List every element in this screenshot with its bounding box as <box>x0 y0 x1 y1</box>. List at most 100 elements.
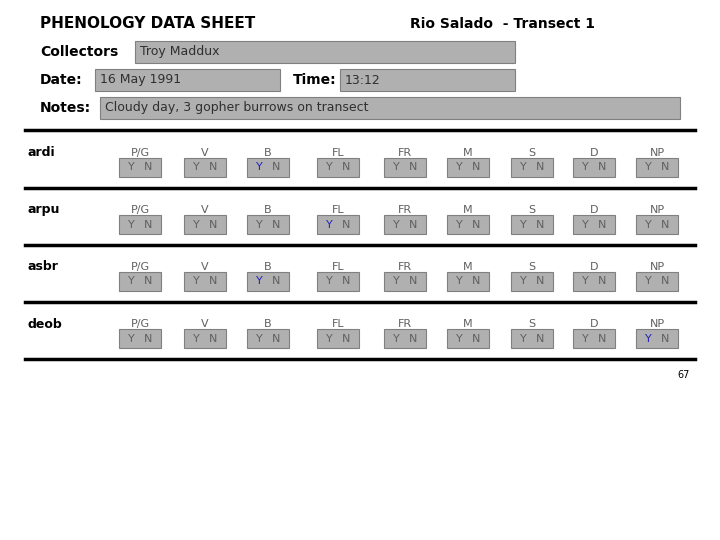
FancyBboxPatch shape <box>447 215 489 234</box>
FancyBboxPatch shape <box>135 41 515 63</box>
Text: M: M <box>463 319 473 329</box>
Text: M: M <box>463 205 473 215</box>
Text: Y: Y <box>326 163 333 172</box>
Text: N: N <box>342 276 351 287</box>
Text: N: N <box>598 163 606 172</box>
Text: Y: Y <box>582 334 589 343</box>
FancyBboxPatch shape <box>384 215 426 234</box>
Text: N: N <box>598 276 606 287</box>
Text: Y: Y <box>521 334 527 343</box>
FancyBboxPatch shape <box>511 272 553 291</box>
FancyBboxPatch shape <box>119 272 161 291</box>
Text: Y: Y <box>326 219 333 230</box>
FancyBboxPatch shape <box>384 272 426 291</box>
Text: Y: Y <box>193 219 200 230</box>
Text: ardi: ardi <box>28 146 55 159</box>
FancyBboxPatch shape <box>317 329 359 348</box>
Text: Rio Salado  - Transect 1: Rio Salado - Transect 1 <box>410 17 595 31</box>
Text: N: N <box>409 276 418 287</box>
Text: Y: Y <box>521 219 527 230</box>
Text: N: N <box>661 276 670 287</box>
Text: N: N <box>661 163 670 172</box>
FancyBboxPatch shape <box>247 272 289 291</box>
Text: Y: Y <box>326 276 333 287</box>
Text: Y: Y <box>393 334 400 343</box>
Text: N: N <box>536 276 544 287</box>
FancyBboxPatch shape <box>636 329 678 348</box>
Text: N: N <box>409 334 418 343</box>
Text: N: N <box>472 163 480 172</box>
Text: Y: Y <box>521 276 527 287</box>
FancyBboxPatch shape <box>184 215 226 234</box>
Text: Y: Y <box>456 276 463 287</box>
Text: NP: NP <box>649 205 665 215</box>
FancyBboxPatch shape <box>100 97 680 119</box>
FancyBboxPatch shape <box>636 215 678 234</box>
Text: Y: Y <box>456 219 463 230</box>
Text: Y: Y <box>645 219 652 230</box>
FancyBboxPatch shape <box>447 158 489 177</box>
Text: arpu: arpu <box>28 204 60 217</box>
Text: N: N <box>272 163 281 172</box>
Text: N: N <box>342 334 351 343</box>
Text: 67: 67 <box>678 370 690 380</box>
Text: Time:: Time: <box>293 73 337 87</box>
Text: NP: NP <box>649 262 665 272</box>
Text: N: N <box>210 334 217 343</box>
Text: N: N <box>144 276 153 287</box>
Text: N: N <box>472 219 480 230</box>
Text: NP: NP <box>649 319 665 329</box>
Text: NP: NP <box>649 148 665 158</box>
Text: D: D <box>590 262 598 272</box>
FancyBboxPatch shape <box>573 158 615 177</box>
Text: FR: FR <box>398 205 412 215</box>
Text: S: S <box>528 319 536 329</box>
Text: N: N <box>272 276 281 287</box>
Text: Y: Y <box>393 276 400 287</box>
FancyBboxPatch shape <box>573 272 615 291</box>
Text: V: V <box>201 205 209 215</box>
Text: Y: Y <box>193 334 200 343</box>
Text: FL: FL <box>332 205 344 215</box>
Text: N: N <box>342 163 351 172</box>
Text: V: V <box>201 319 209 329</box>
FancyBboxPatch shape <box>119 215 161 234</box>
FancyBboxPatch shape <box>317 272 359 291</box>
Text: Notes:: Notes: <box>40 101 91 115</box>
Text: Y: Y <box>645 334 652 343</box>
FancyBboxPatch shape <box>384 329 426 348</box>
FancyBboxPatch shape <box>247 215 289 234</box>
Text: N: N <box>536 334 544 343</box>
Text: V: V <box>201 262 209 272</box>
Text: FL: FL <box>332 262 344 272</box>
Text: Y: Y <box>521 163 527 172</box>
Text: Y: Y <box>256 276 263 287</box>
Text: Y: Y <box>128 334 135 343</box>
Text: 16 May 1991: 16 May 1991 <box>100 73 181 86</box>
Text: M: M <box>463 262 473 272</box>
Text: deob: deob <box>28 318 63 330</box>
Text: S: S <box>528 205 536 215</box>
Text: N: N <box>210 219 217 230</box>
Text: B: B <box>264 262 272 272</box>
Text: Y: Y <box>128 219 135 230</box>
Text: Y: Y <box>582 219 589 230</box>
Text: N: N <box>210 276 217 287</box>
Text: P/G: P/G <box>130 319 150 329</box>
Text: N: N <box>661 219 670 230</box>
Text: B: B <box>264 319 272 329</box>
Text: Y: Y <box>256 334 263 343</box>
FancyBboxPatch shape <box>636 158 678 177</box>
FancyBboxPatch shape <box>573 329 615 348</box>
Text: FR: FR <box>398 148 412 158</box>
Text: Collectors: Collectors <box>40 45 118 59</box>
Text: FL: FL <box>332 319 344 329</box>
Text: N: N <box>536 219 544 230</box>
Text: N: N <box>272 219 281 230</box>
Text: N: N <box>272 334 281 343</box>
Text: N: N <box>536 163 544 172</box>
Text: B: B <box>264 148 272 158</box>
FancyBboxPatch shape <box>184 272 226 291</box>
Text: N: N <box>342 219 351 230</box>
Text: D: D <box>590 319 598 329</box>
